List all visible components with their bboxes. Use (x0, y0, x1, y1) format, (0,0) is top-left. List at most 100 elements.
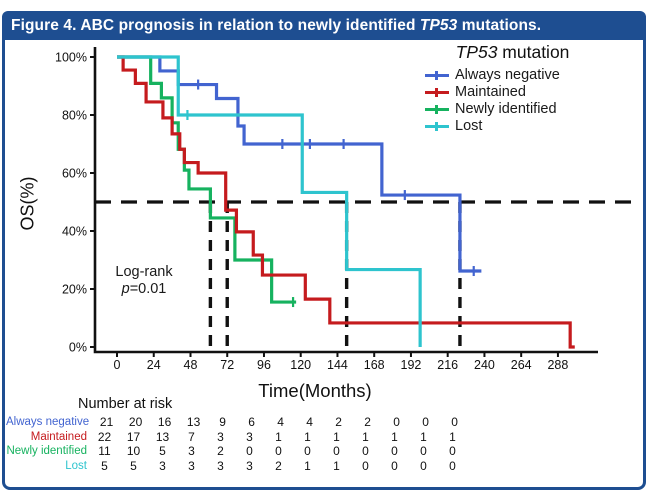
y-axis-label: OS(%) (17, 176, 38, 231)
risk-cell: 0 (391, 459, 398, 474)
risk-cell: 1 (391, 429, 398, 444)
risk-cell: 3 (246, 429, 253, 444)
risk-cell: 9 (219, 415, 226, 430)
annotation-logrank-line2: p=0.01 (102, 281, 186, 298)
risk-cell: 5 (159, 444, 166, 459)
legend-title-rest: mutation (497, 42, 570, 62)
risk-cell: 3 (246, 459, 253, 474)
risk-row-label: Maintained (30, 430, 87, 443)
y-tick-label: 20% (62, 283, 87, 297)
risk-cell: 2 (335, 415, 342, 430)
risk-cell: 0 (449, 459, 456, 474)
risk-cell: 0 (333, 444, 340, 459)
risk-cell: 3 (188, 459, 195, 474)
risk-cell: 20 (128, 415, 143, 430)
risk-cell: 0 (393, 415, 400, 430)
risk-cell: 0 (422, 415, 429, 430)
risk-cell: 2 (364, 415, 371, 430)
y-tick-label: 100% (55, 51, 87, 65)
risk-cell: 3 (159, 459, 166, 474)
annotation-logrank-line1: Log-rank (115, 264, 173, 280)
legend-entries: Always negative Maintained Newly identifie… (405, 67, 620, 134)
risk-table: Always negative 21 20 16 13 9 6 4 4 2 2 0 0 0 Maintain… (6, 415, 606, 473)
figure-title-prefix: Figure 4. ABC prognosis in relation to n… (11, 16, 420, 34)
risk-cell: 0 (275, 444, 282, 459)
risk-cell: 11 (98, 444, 111, 459)
km-curve-lost (117, 55, 422, 347)
x-tick-label: 264 (511, 358, 532, 372)
risk-row-label: Always negative (6, 416, 90, 429)
risk-cell: 6 (248, 415, 255, 430)
risk-cell: 1 (420, 429, 427, 444)
risk-cell: 0 (246, 444, 253, 459)
risk-cell: 22 (97, 429, 112, 444)
legend-censor-icon (435, 87, 438, 97)
risk-cell: 21 (99, 415, 114, 430)
risk-cell: 16 (157, 415, 172, 430)
figure-title: Figure 4. ABC prognosis in relation to n… (11, 17, 541, 35)
risk-cell: 3 (217, 429, 224, 444)
km-curve-always-negative (117, 55, 482, 273)
axes-lines (93, 47, 598, 354)
x-axis-label: Time(Months) (258, 380, 372, 401)
annotation-p-symbol: p (121, 281, 130, 297)
legend-entry-label: Maintained (455, 84, 526, 100)
legend-marker-icon (425, 103, 449, 116)
x-tick-label: 240 (474, 358, 495, 372)
x-tick-label: 216 (437, 358, 458, 372)
risk-cell: 1 (275, 429, 282, 444)
legend-entry-label: Always negative (455, 67, 560, 83)
risk-row-newly-identified: Newly identified 11 10 5 3 2 0 0 0 0 0 0 0 0 (6, 444, 606, 459)
risk-cell: 0 (391, 444, 398, 459)
x-tick-label: 72 (220, 358, 234, 372)
legend-marker-icon (425, 86, 449, 99)
legend: TP53 mutation Always negative Maintained N… (405, 42, 620, 135)
risk-table-header: Number at risk (78, 396, 173, 412)
risk-cell: 13 (155, 429, 170, 444)
figure-title-bar: Figure 4. ABC prognosis in relation to n… (2, 11, 646, 40)
legend-entry-label: Lost (455, 118, 483, 134)
risk-cell: 0 (362, 459, 369, 474)
annotation-p-value: =0.01 (129, 281, 167, 297)
figure-title-gene: TP53 (419, 16, 458, 34)
x-tick-label: 168 (364, 358, 385, 372)
legend-title-gene: TP53 (455, 42, 498, 62)
legend-censor-icon (435, 70, 438, 80)
x-tick-label: 0 (114, 358, 121, 372)
y-tick-label: 40% (62, 225, 87, 239)
y-tick-label: 60% (62, 167, 87, 181)
legend-entry-newly-identified: Newly identified (425, 101, 620, 117)
risk-cell: 0 (420, 459, 427, 474)
risk-cell: 17 (126, 429, 141, 444)
legend-title: TP53 mutation (405, 42, 620, 63)
y-tick-label: 0% (69, 341, 87, 355)
risk-cell: 2 (275, 459, 282, 474)
risk-cell: 4 (277, 415, 284, 430)
risk-cell: 7 (188, 429, 195, 444)
risk-row-label: Lost (65, 460, 87, 473)
risk-cell: 0 (304, 444, 311, 459)
risk-cell: 4 (306, 415, 313, 430)
risk-row-label: Newly identified (6, 445, 87, 458)
figure-title-suffix: mutations. (457, 16, 542, 34)
risk-cell: 3 (188, 444, 195, 459)
km-curve-maintained (117, 55, 575, 349)
risk-row-always-negative: Always negative 21 20 16 13 9 6 4 4 2 2 0 0 0 (6, 415, 606, 430)
risk-cell: 5 (130, 459, 137, 474)
legend-marker-icon (425, 69, 449, 82)
risk-cell: 3 (217, 459, 224, 474)
risk-cell: 0 (362, 444, 369, 459)
legend-censor-icon (435, 121, 438, 131)
risk-cell: 1 (362, 429, 369, 444)
legend-censor-icon (435, 104, 438, 114)
legend-entry-always-negative: Always negative (425, 67, 620, 83)
figure-frame (2, 11, 646, 490)
x-tick-label: 192 (401, 358, 422, 372)
risk-cell: 10 (126, 444, 141, 459)
risk-cell: 5 (101, 459, 108, 474)
legend-marker-icon (425, 120, 449, 133)
risk-row-maintained: Maintained 22 17 13 7 3 3 1 1 1 1 1 1 1 (6, 430, 606, 445)
risk-cell: 0 (451, 415, 458, 430)
